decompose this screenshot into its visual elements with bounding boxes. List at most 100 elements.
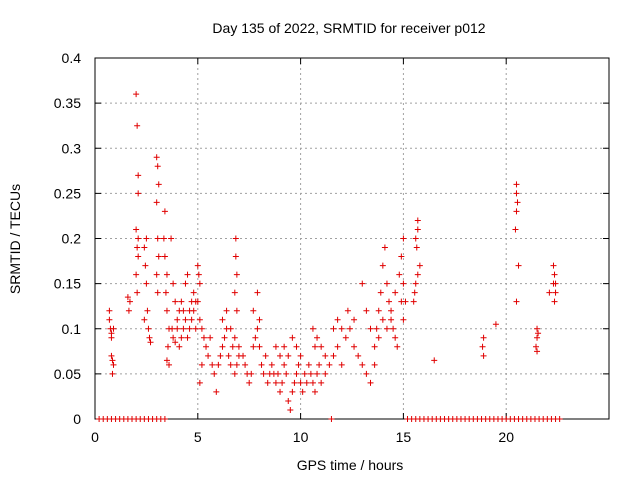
data-point [190, 307, 197, 314]
y-tick-label: 0.2 [62, 231, 82, 247]
data-point [163, 307, 170, 314]
data-point [285, 397, 292, 404]
data-point [232, 235, 239, 242]
data-point [135, 235, 142, 242]
data-point [281, 343, 288, 350]
data-point [388, 316, 395, 323]
data-point [134, 289, 141, 296]
x-tick-label: 15 [396, 429, 412, 445]
data-point [134, 122, 141, 129]
data-point [392, 334, 399, 341]
data-point [174, 316, 181, 323]
data-point [190, 289, 197, 296]
data-point [513, 208, 520, 215]
y-tick-label: 0.3 [62, 140, 82, 156]
data-point [252, 334, 259, 341]
data-point [550, 280, 557, 287]
data-point [164, 343, 171, 350]
data-point [414, 271, 421, 278]
data-point [534, 348, 541, 355]
data-point [330, 352, 337, 359]
data-point [182, 280, 189, 287]
data-point [233, 361, 240, 368]
data-point [109, 370, 116, 377]
data-point [285, 352, 292, 359]
data-point [133, 271, 140, 278]
data-point [334, 316, 341, 323]
data-point [231, 334, 238, 341]
data-point [367, 325, 374, 332]
data-point [225, 352, 232, 359]
data-point [248, 370, 255, 377]
data-point [410, 298, 417, 305]
data-point [344, 307, 351, 314]
data-point [135, 172, 142, 179]
data-point [108, 352, 115, 359]
data-point [213, 388, 220, 395]
data-point [211, 370, 218, 377]
data-point [106, 307, 113, 314]
axis-ticks [94, 57, 609, 420]
data-point [272, 343, 279, 350]
data-point [480, 334, 487, 341]
data-point [134, 244, 141, 251]
data-point [534, 334, 541, 341]
data-point [126, 298, 133, 305]
data-point [303, 379, 310, 386]
data-point [492, 321, 499, 328]
data-point [188, 298, 195, 305]
data-point [556, 416, 563, 422]
data-point [135, 253, 142, 260]
data-point [515, 262, 522, 269]
data-point [314, 370, 321, 377]
data-points [96, 91, 563, 422]
data-point [109, 357, 116, 364]
data-point [194, 298, 201, 305]
data-point [154, 163, 161, 170]
data-point [178, 298, 185, 305]
data-point [221, 334, 228, 341]
data-point [479, 343, 486, 350]
data-point [301, 370, 308, 377]
data-point [375, 307, 382, 314]
data-point [144, 307, 151, 314]
data-point [154, 235, 161, 242]
x-axis-label: GPS time / hours [297, 457, 404, 473]
data-point [217, 352, 224, 359]
data-point [141, 316, 148, 323]
data-point [223, 307, 230, 314]
data-point [135, 190, 142, 197]
data-point [281, 361, 288, 368]
y-tick-label: 0.15 [54, 276, 81, 292]
data-point [219, 343, 226, 350]
y-tick-label: 0.1 [62, 321, 82, 337]
data-point [416, 262, 423, 269]
data-point [231, 370, 238, 377]
data-point [338, 325, 345, 332]
data-point [178, 334, 185, 341]
data-point [351, 343, 358, 350]
data-point [235, 343, 242, 350]
data-point [153, 199, 160, 206]
data-point [412, 235, 419, 242]
data-point [307, 370, 314, 377]
data-point [229, 343, 236, 350]
data-point [110, 361, 117, 368]
data-point [141, 244, 148, 251]
data-point [172, 339, 179, 346]
data-point [184, 334, 191, 341]
data-point [272, 379, 279, 386]
data-point [293, 370, 300, 377]
data-point [392, 289, 399, 296]
data-point [513, 190, 520, 197]
data-point [309, 325, 316, 332]
data-point [176, 343, 183, 350]
data-point [155, 181, 162, 188]
data-point [314, 334, 321, 341]
data-point [180, 325, 187, 332]
data-point [277, 352, 284, 359]
data-point [198, 325, 205, 332]
y-tick-label: 0.25 [54, 185, 81, 201]
data-point [233, 307, 240, 314]
x-tick-labels: 0 5 10 15 20 [91, 429, 514, 445]
